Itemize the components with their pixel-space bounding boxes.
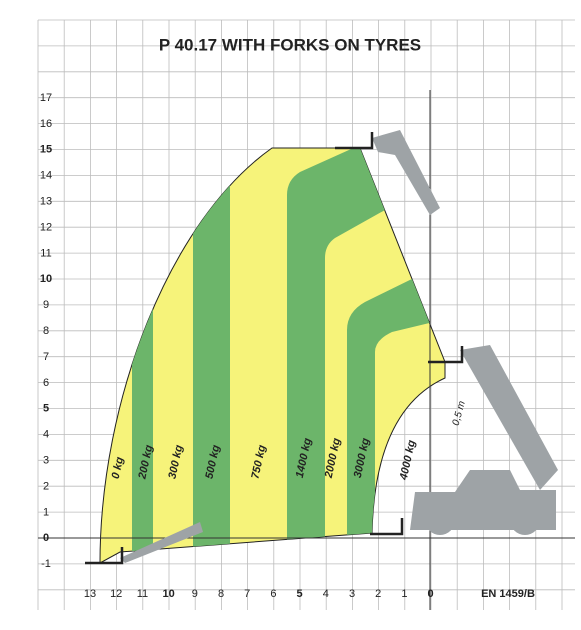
x-label: 0 <box>428 588 434 600</box>
y-label: 3 <box>43 455 49 467</box>
y-label: 16 <box>40 118 52 130</box>
y-label: 13 <box>40 196 52 208</box>
y-label: 15 <box>40 144 52 156</box>
x-label: 10 <box>162 588 174 600</box>
x-label: 6 <box>270 588 276 600</box>
y-label: 6 <box>43 377 49 389</box>
x-label: 12 <box>110 588 122 600</box>
y-label: 1 <box>43 506 49 518</box>
y-label: 11 <box>40 247 51 259</box>
y-label: 7 <box>43 351 49 363</box>
y-label: -1 <box>41 558 51 570</box>
y-label: 10 <box>40 273 52 285</box>
x-label: 3 <box>349 588 355 600</box>
x-label: 4 <box>323 588 329 600</box>
y-label: 14 <box>40 170 52 182</box>
y-label: 0 <box>43 532 49 544</box>
wheel <box>510 505 540 535</box>
x-label: 13 <box>84 588 96 600</box>
x-label: 2 <box>375 588 381 600</box>
y-label: 17 <box>40 92 52 104</box>
x-label: 8 <box>218 588 224 600</box>
x-label: 1 <box>401 588 407 600</box>
load-chart: P 40.17 WITH FORKS ON TYRES 0,5 m EN 145… <box>0 0 581 625</box>
y-label: 4 <box>43 429 49 441</box>
x-label: 5 <box>297 588 303 600</box>
title: P 40.17 WITH FORKS ON TYRES <box>159 35 421 54</box>
x-label: 9 <box>192 588 198 600</box>
y-label: 9 <box>43 299 49 311</box>
standard: EN 1459/B <box>481 588 535 600</box>
wheel <box>425 505 455 535</box>
y-label: 2 <box>43 480 49 492</box>
y-label: 8 <box>43 325 49 337</box>
y-label: 5 <box>43 403 49 415</box>
x-label: 11 <box>137 588 148 600</box>
y-label: 12 <box>40 221 52 233</box>
x-label: 7 <box>244 588 250 600</box>
